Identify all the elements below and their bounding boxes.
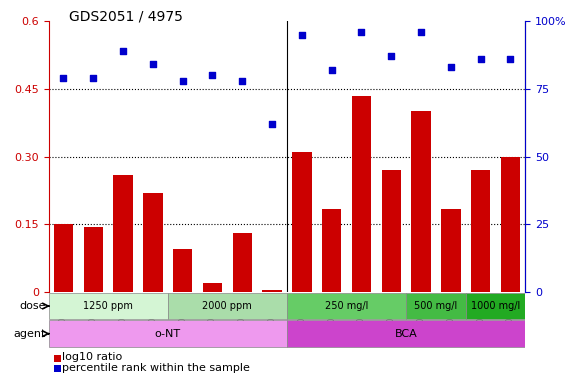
Point — [238, 78, 247, 84]
Bar — [262, 290, 282, 292]
Text: BCA: BCA — [395, 329, 417, 339]
Point — [267, 121, 276, 127]
Bar — [466, 293, 525, 319]
Text: 1000 mg/l: 1000 mg/l — [471, 301, 520, 311]
Bar — [49, 293, 168, 319]
Point — [148, 61, 158, 68]
Bar — [441, 209, 460, 292]
Bar — [232, 233, 252, 292]
Text: dose: dose — [19, 301, 46, 311]
Bar — [287, 320, 525, 347]
Bar — [411, 111, 431, 292]
Bar — [287, 293, 406, 319]
Bar — [203, 283, 222, 292]
Point — [327, 67, 336, 73]
Bar — [49, 320, 287, 347]
Point — [178, 78, 187, 84]
Point — [118, 48, 127, 54]
Text: 500 mg/l: 500 mg/l — [415, 301, 457, 311]
Bar — [471, 170, 490, 292]
Text: 250 mg/l: 250 mg/l — [325, 301, 368, 311]
Bar — [406, 293, 466, 319]
Point — [506, 56, 515, 62]
Bar — [168, 293, 287, 319]
Point — [476, 56, 485, 62]
Point — [89, 75, 98, 81]
Text: percentile rank within the sample: percentile rank within the sample — [62, 363, 250, 373]
Text: GDS2051 / 4975: GDS2051 / 4975 — [69, 10, 182, 23]
Point — [416, 29, 425, 35]
Text: o-NT: o-NT — [155, 329, 181, 339]
Text: 1250 ppm: 1250 ppm — [83, 301, 133, 311]
Bar — [352, 96, 371, 292]
Point — [59, 75, 68, 81]
Bar — [322, 209, 341, 292]
Bar — [143, 193, 163, 292]
Bar — [83, 227, 103, 292]
Point — [357, 29, 366, 35]
Bar — [173, 249, 192, 292]
Text: agent: agent — [13, 329, 46, 339]
Point — [447, 64, 456, 70]
Bar — [381, 170, 401, 292]
Bar — [292, 152, 312, 292]
Point — [387, 53, 396, 60]
Text: log10 ratio: log10 ratio — [62, 352, 123, 362]
Bar — [54, 224, 73, 292]
Text: 2000 ppm: 2000 ppm — [203, 301, 252, 311]
Point — [297, 31, 307, 38]
Point — [208, 72, 217, 78]
Bar — [501, 157, 520, 292]
Bar — [114, 175, 132, 292]
